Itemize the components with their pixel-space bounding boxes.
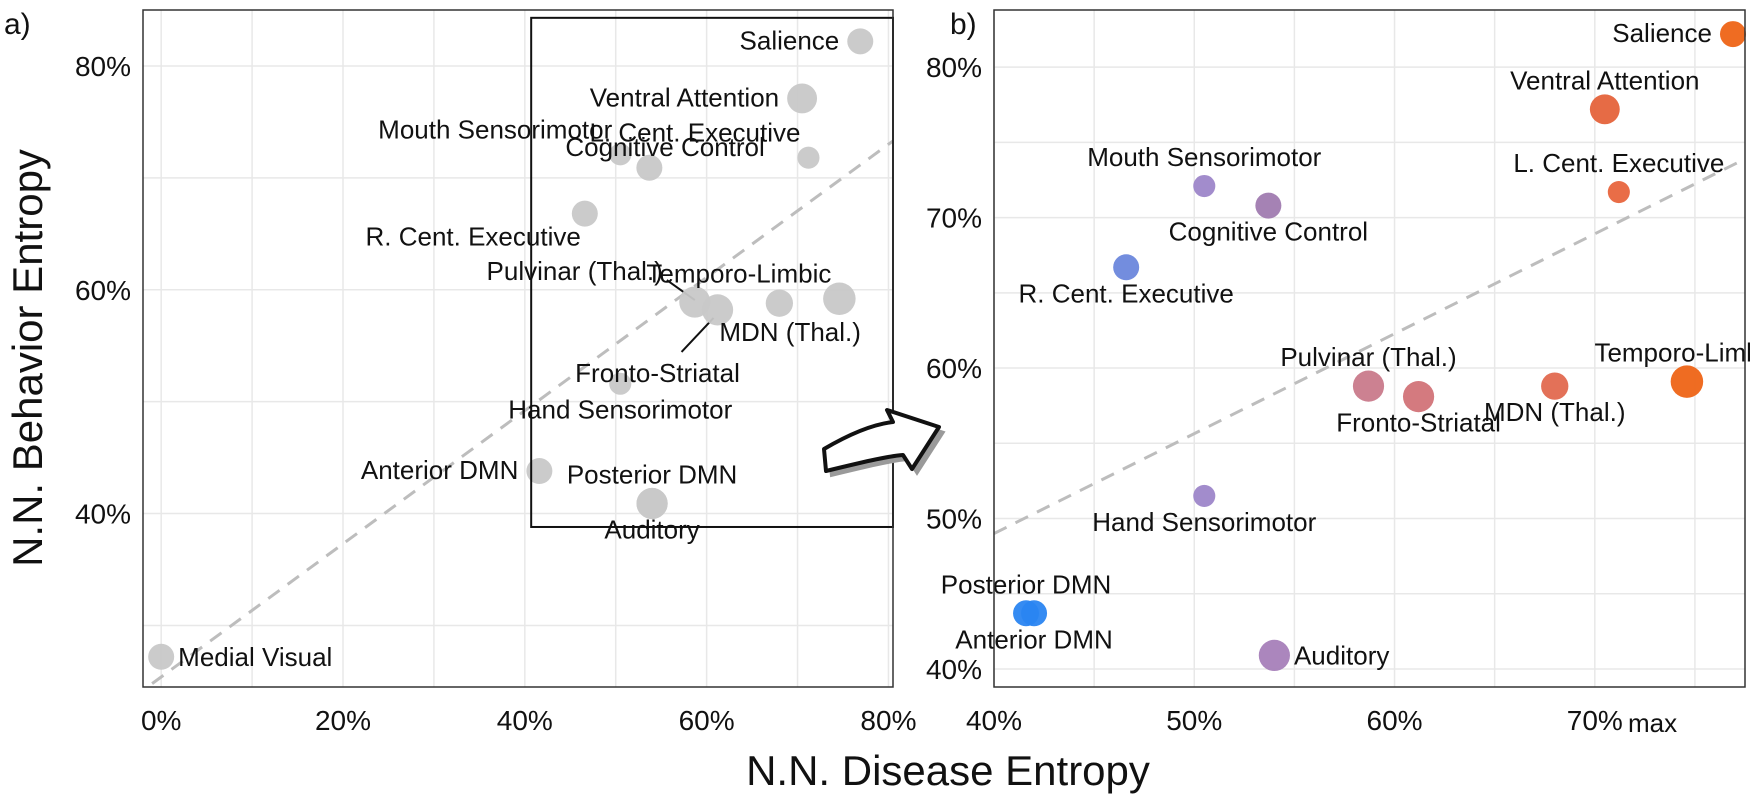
a-y-tick-2: 80%: [75, 51, 131, 82]
a-label-temporo-limbic: Temporo-Limbic: [646, 259, 831, 289]
a-x-tick-1: 20%: [315, 705, 371, 736]
b-point-anterior-dmn: [1021, 600, 1048, 627]
a-label-mouth-sensorimotor: Mouth Sensorimotor: [378, 114, 612, 144]
a-label-auditory: Auditory: [604, 514, 699, 544]
b-y-tick-0: 40%: [926, 654, 982, 685]
b-label-l-cent-executive: L. Cent. Executive: [1513, 148, 1724, 178]
a-point-mouth-sensorimotor: [609, 143, 632, 166]
panel-a-frame: [142, 9, 894, 688]
b-point-fronto-striatal: [1402, 381, 1435, 413]
a-point-l-cent-executive: [797, 146, 820, 169]
panel-b-frame: [993, 9, 1746, 688]
a-point-medial-visual: [148, 643, 175, 670]
b-x-tick-1: 50%: [1166, 705, 1222, 736]
a-label-ventral-attention: Ventral Attention: [590, 82, 779, 112]
a-point-hand-sensorimotor: [609, 372, 632, 395]
a-label-anterior-dmn: Anterior DMN: [361, 455, 518, 485]
panel-b-letter: b): [950, 8, 977, 41]
a-point-salience: [847, 28, 874, 55]
b-label-anterior-dmn: Anterior DMN: [955, 624, 1112, 654]
x-axis-title: N.N. Disease Entropy: [746, 747, 1150, 794]
a-label-l-cent-executive: L. Cent. Executive: [589, 118, 800, 148]
a-x-tick-3: 60%: [679, 705, 735, 736]
b-regression-line: [993, 157, 1746, 535]
b-label-mouth-sensorimotor: Mouth Sensorimotor: [1087, 142, 1321, 172]
a-label-fronto-striatal: Fronto-Striatal: [575, 358, 740, 388]
a-label-medial-visual: Medial Visual: [178, 642, 332, 672]
a-point-fronto-striatal: [701, 294, 734, 326]
a-label-pulvinar-thal: Pulvinar (Thal.): [487, 256, 663, 286]
panel-a-tick-labels: 0% 20% 40% 60% 80% 40% 60% 80%: [75, 51, 917, 736]
a-label-hand-sensorimotor: Hand Sensorimotor: [508, 395, 732, 425]
a-label-mdn-thal: MDN (Thal.): [719, 317, 861, 347]
b-label-fronto-striatal: Fronto-Striatal: [1336, 408, 1501, 438]
b-point-pulvinar-thal: [1352, 370, 1385, 402]
b-point-hand-sensorimotor: [1193, 484, 1216, 507]
panel-b-x-max-label: max: [1628, 708, 1677, 738]
a-y-tick-0: 40%: [75, 499, 131, 530]
b-label-temporo-limbic: Temporo-Limbic: [1594, 338, 1750, 368]
b-point-cognitive-control: [1255, 192, 1282, 219]
b-point-mouth-sensorimotor: [1193, 174, 1216, 198]
panel-a-points: [148, 28, 874, 670]
b-y-tick-4: 80%: [926, 52, 982, 83]
b-label-salience: Salience: [1612, 18, 1712, 48]
b-label-hand-sensorimotor: Hand Sensorimotor: [1092, 507, 1316, 537]
b-point-r-cent-executive: [1113, 254, 1140, 281]
b-x-tick-3: 70%: [1567, 705, 1623, 736]
panel-a-letter: a): [4, 8, 31, 41]
panel-a-grid: [143, 10, 893, 687]
panel-a-fit-line: [151, 139, 894, 685]
zoom-arrow-icon: [822, 408, 946, 478]
b-label-r-cent-executive: R. Cent. Executive: [1019, 278, 1234, 308]
a-point-ventral-attention: [787, 83, 818, 114]
a-x-tick-4: 80%: [860, 705, 916, 736]
a-label-salience: Salience: [740, 25, 840, 55]
b-label-mdn-thal: MDN (Thal.): [1484, 397, 1626, 427]
a-label-posterior-dmn: Posterior DMN: [567, 459, 737, 489]
panel-b: Salience Ventral Attention L. Cent. Execut…: [926, 8, 1750, 738]
panel-b-point-labels: Salience Ventral Attention L. Cent. Execut…: [941, 18, 1750, 670]
b-point-ventral-attention: [1589, 94, 1620, 125]
panel-b-fit-line: [993, 157, 1746, 535]
b-y-tick-2: 60%: [926, 353, 982, 384]
b-label-pulvinar-thal: Pulvinar (Thal.): [1280, 342, 1456, 372]
a-x-tick-2: 40%: [497, 705, 553, 736]
b-x-tick-2: 60%: [1367, 705, 1423, 736]
b-y-tick-3: 70%: [926, 203, 982, 234]
b-point-salience: [1719, 21, 1746, 48]
a-label-cognitive-control: Cognitive Control: [565, 132, 764, 162]
b-x-tick-0: 40%: [966, 705, 1022, 736]
b-label-ventral-attention: Ventral Attention: [1510, 65, 1699, 95]
b-y-tick-1: 50%: [926, 504, 982, 535]
a-point-mdn-thal: [765, 289, 794, 317]
a-x-tick-0: 0%: [141, 705, 181, 736]
b-label-auditory: Auditory: [1294, 640, 1389, 670]
a-point-auditory: [636, 487, 668, 520]
a-label-r-cent-executive: R. Cent. Executive: [366, 222, 581, 252]
y-axis-title: N.N. Behavior Entropy: [4, 149, 51, 567]
panel-b-points: [1013, 21, 1746, 672]
a-point-cognitive-control: [636, 154, 663, 181]
b-label-cognitive-control: Cognitive Control: [1169, 217, 1368, 247]
a-point-r-cent-executive: [571, 200, 598, 227]
b-point-temporo-limbic: [1670, 365, 1704, 398]
a-y-tick-1: 60%: [75, 275, 131, 306]
b-point-mdn-thal: [1541, 372, 1569, 400]
a-point-temporo-limbic: [823, 282, 856, 315]
panel-a-leader-fronto-striatal: [680, 317, 715, 353]
b-label-posterior-dmn: Posterior DMN: [941, 569, 1111, 599]
panel-b-tick-labels: 40% 50% 60% 70% 40% 50% 60% 70% 80%: [926, 52, 1623, 736]
a-regression-line: [151, 139, 894, 685]
b-point-auditory: [1258, 639, 1290, 672]
a-point-anterior-dmn: [526, 458, 553, 485]
b-point-l-cent-executive: [1607, 180, 1630, 204]
